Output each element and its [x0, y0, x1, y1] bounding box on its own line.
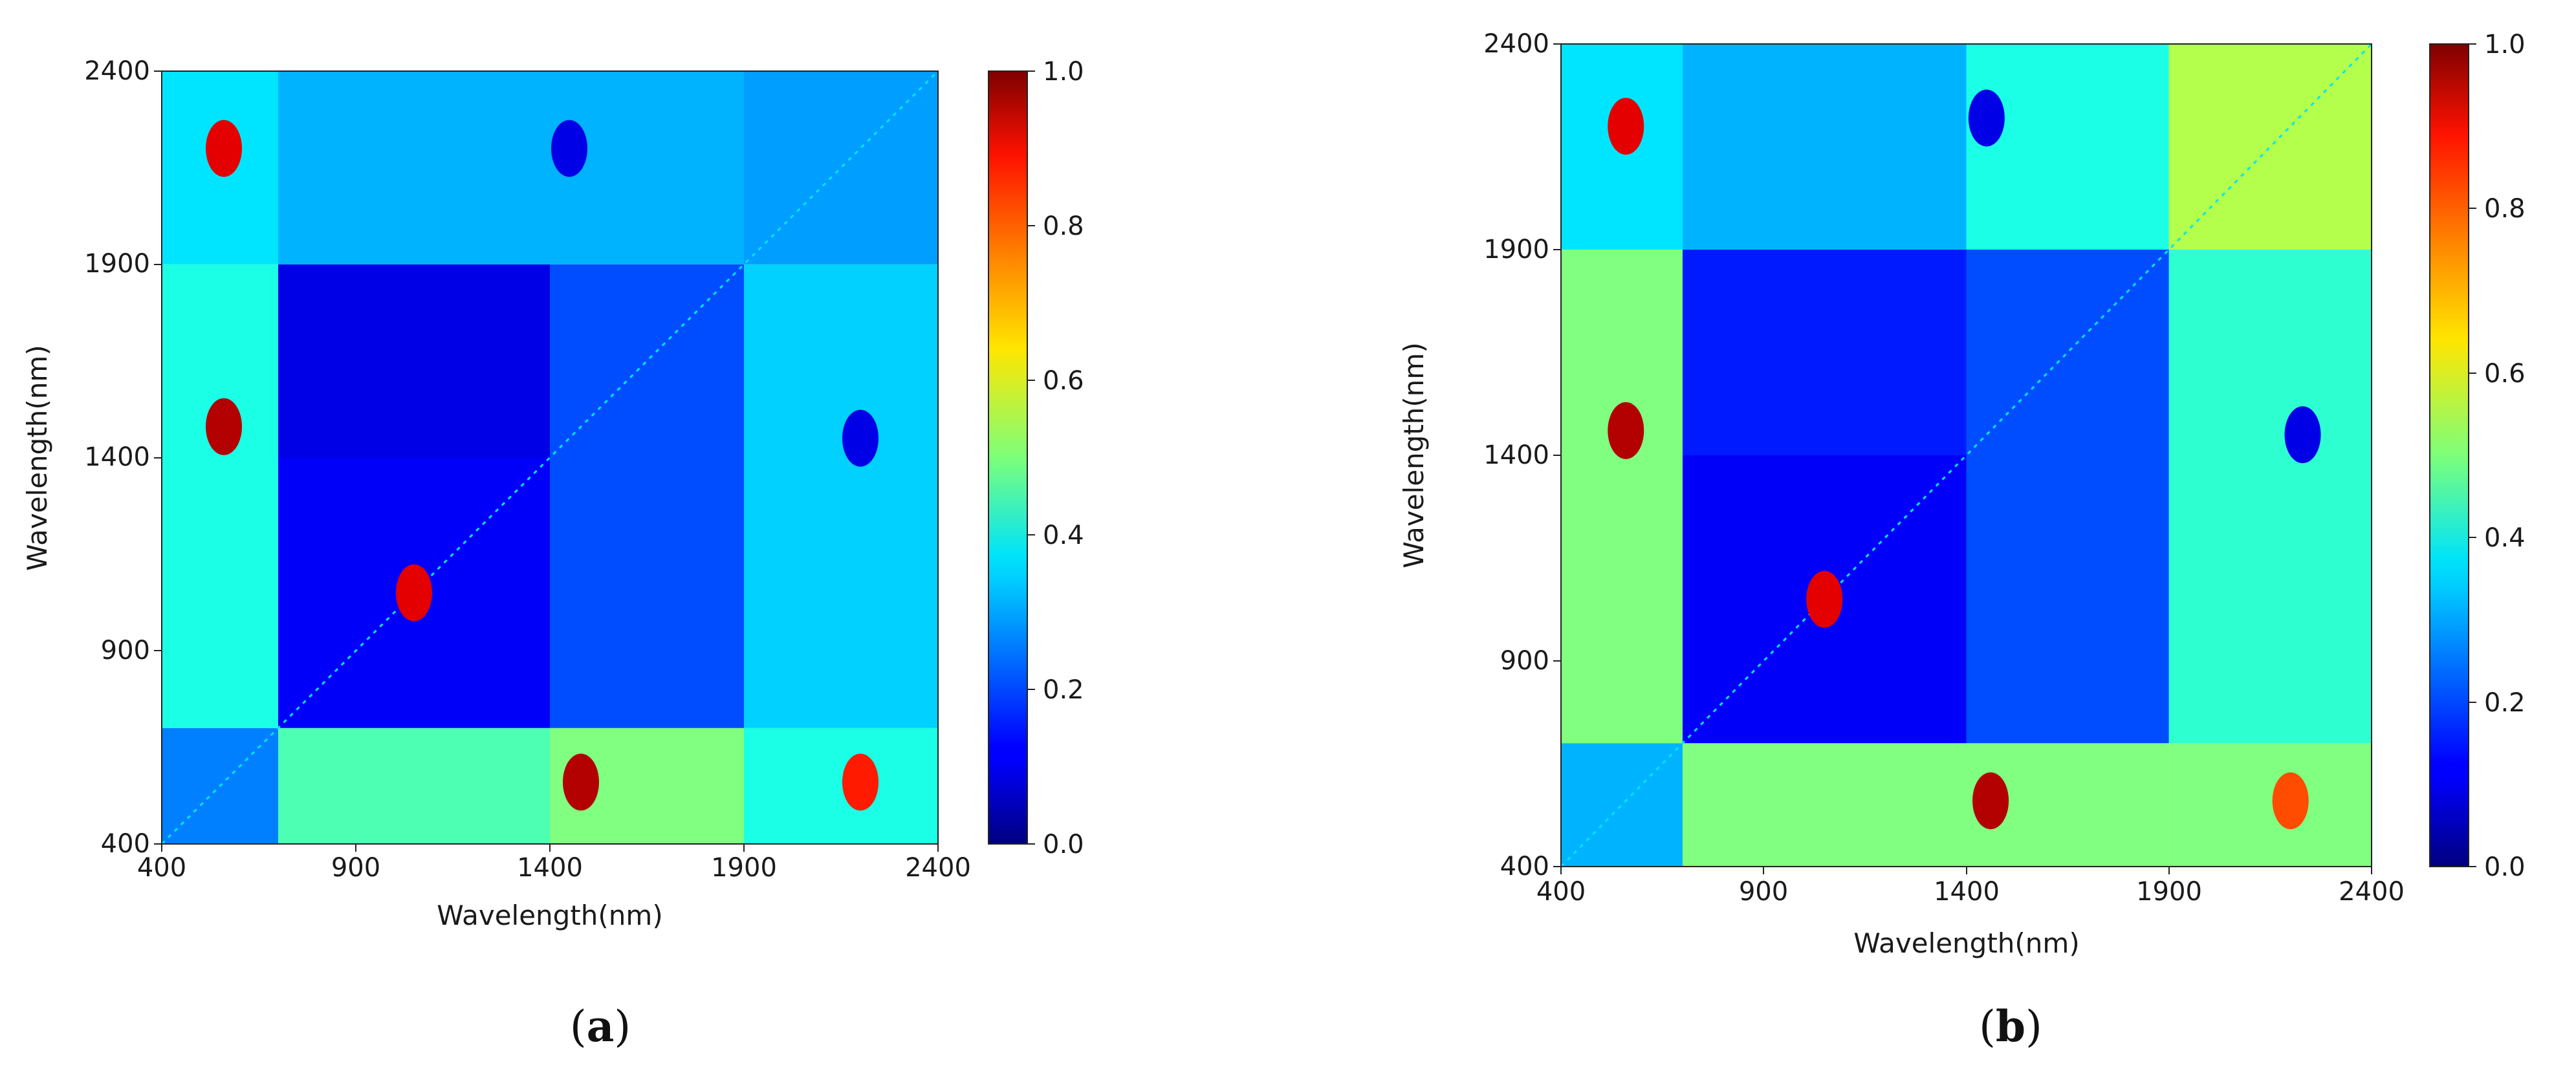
y-tick-labels-b: 400 900 1400 1900 2400 — [1483, 29, 1549, 881]
heatmap-hotspot — [206, 120, 242, 177]
x-tick-label: 1400 — [1934, 877, 2000, 907]
heatmap-hotspot — [563, 753, 599, 811]
colorbar-tick-label: 0.4 — [1043, 521, 1084, 550]
x-tick-label: 400 — [137, 853, 186, 883]
heatmap-cell — [1682, 250, 1967, 455]
heatmap-hotspot — [2272, 772, 2309, 830]
colorbar-tick-label: 1.0 — [1043, 57, 1084, 87]
x-tick-label: 1900 — [711, 853, 777, 883]
y-tick-label: 900 — [101, 636, 150, 665]
heatmap-cell — [550, 264, 744, 458]
heatmap-cell — [744, 457, 938, 728]
x-tick-label: 2400 — [905, 853, 971, 883]
x-tick-labels-b: 400 900 1400 1900 2400 — [1536, 877, 2405, 907]
y-axis-label-a: Wavelength(nm) — [21, 345, 53, 570]
y-tick-label: 2400 — [1483, 29, 1549, 59]
colorbar-gradient-a — [988, 70, 1028, 845]
colorbar-tick-label: 1.0 — [2484, 30, 2526, 59]
heatmap-cell — [744, 71, 938, 265]
colorbar-tick-label: 0.6 — [1043, 366, 1084, 396]
colorbar-tick-label: 0.0 — [1043, 830, 1084, 859]
x-tick-label: 400 — [1536, 877, 1586, 907]
panel-b: 400 900 1400 1900 2400 400 900 1400 1900… — [1398, 29, 2526, 1052]
heatmap-cell — [2168, 455, 2372, 744]
colorbar-b: 0.0 0.2 0.4 0.6 0.8 1.0 — [2429, 30, 2526, 882]
colorbar-tick-label: 0.6 — [2484, 359, 2526, 389]
heatmap-cell — [550, 457, 744, 728]
x-tick-label: 1900 — [2136, 877, 2202, 907]
heatmap-cell — [1561, 250, 1683, 744]
x-ticks-b — [1560, 867, 2372, 874]
svg-text:(a): (a) — [570, 1001, 631, 1052]
heatmap-hotspot — [842, 753, 879, 811]
heatmap-hotspot — [1608, 98, 1644, 155]
y-axis-label-b: Wavelength(nm) — [1398, 342, 1430, 568]
heatmap-hotspot — [396, 564, 432, 621]
y-tick-label: 1400 — [84, 442, 150, 472]
heatmap-cell — [744, 264, 938, 458]
x-tick-label: 900 — [331, 853, 380, 883]
y-tick-label: 1900 — [1483, 235, 1549, 265]
colorbar-tick-label: 0.2 — [2484, 688, 2526, 718]
heatmap-hotspot — [1806, 570, 1843, 628]
heatmap-cell — [278, 264, 550, 458]
heatmap-hotspot — [1972, 772, 2009, 830]
heatmap-hotspot — [1608, 402, 1644, 459]
heatmap-hotspot — [2284, 406, 2321, 464]
panel-label-b: b — [1996, 1001, 2025, 1052]
x-tick-label: 1400 — [517, 853, 583, 883]
y-ticks-a — [154, 70, 162, 845]
heatmap-hotspot — [842, 409, 879, 467]
heatmap-diagonal — [160, 70, 939, 845]
colorbar-a: 0.0 0.2 0.4 0.6 0.8 1.0 — [988, 57, 1084, 859]
x-tick-labels-a: 400 900 1400 1900 2400 — [137, 853, 971, 883]
heatmap-cell — [162, 264, 278, 728]
y-tick-label: 900 — [1500, 646, 1549, 676]
panel-caption-a: (a) — [570, 1001, 631, 1052]
x-axis-label-a: Wavelength(nm) — [437, 900, 662, 931]
x-tick-label: 900 — [1739, 877, 1788, 907]
colorbar-tick-label: 0.8 — [2484, 194, 2526, 224]
panel-caption-b: (b) — [1979, 1001, 2042, 1052]
colorbar-tick-label: 0.2 — [1043, 675, 1084, 705]
heatmap-diagonal — [1560, 43, 2373, 868]
heatmap-cell — [1966, 455, 2169, 744]
heatmap-cell — [278, 728, 550, 844]
heatmap-cell — [278, 71, 550, 265]
x-axis-label-b: Wavelength(nm) — [1853, 927, 2079, 959]
y-ticks-b — [1553, 43, 1561, 867]
colorbar-gradient-b — [2429, 43, 2469, 867]
colorbar-tick-label: 0.0 — [2484, 852, 2526, 882]
heatmap-cell — [2168, 743, 2372, 867]
heatmap-hotspot — [1968, 89, 2005, 147]
heatmap-a — [160, 70, 939, 845]
svg-text:(b): (b) — [1979, 1001, 2042, 1052]
y-tick-label: 2400 — [84, 56, 150, 86]
heatmap-cell — [1682, 44, 1967, 250]
panel-a: 400 900 1400 1900 2400 400 900 1400 1900… — [21, 56, 1084, 1052]
y-tick-labels-a: 400 900 1400 1900 2400 — [84, 56, 150, 859]
colorbar-tick-label: 0.4 — [2484, 523, 2526, 553]
y-tick-label: 1400 — [1483, 440, 1549, 470]
heatmap-cell — [1682, 743, 1967, 867]
colorbar-tick-label: 0.8 — [1043, 211, 1084, 241]
heatmap-cell — [744, 728, 938, 844]
y-tick-label: 1900 — [84, 249, 150, 279]
panel-label-a: a — [587, 1001, 615, 1052]
heatmap-cell — [2168, 250, 2372, 455]
x-tick-label: 2400 — [2339, 877, 2405, 907]
x-ticks-a — [161, 844, 939, 852]
y-tick-label: 400 — [101, 829, 150, 859]
heatmap-hotspot — [551, 120, 587, 177]
heatmap-hotspot — [206, 398, 242, 455]
heatmap-cell — [1966, 44, 2169, 250]
heatmap-b — [1560, 43, 2373, 868]
y-tick-label: 400 — [1500, 852, 1549, 881]
